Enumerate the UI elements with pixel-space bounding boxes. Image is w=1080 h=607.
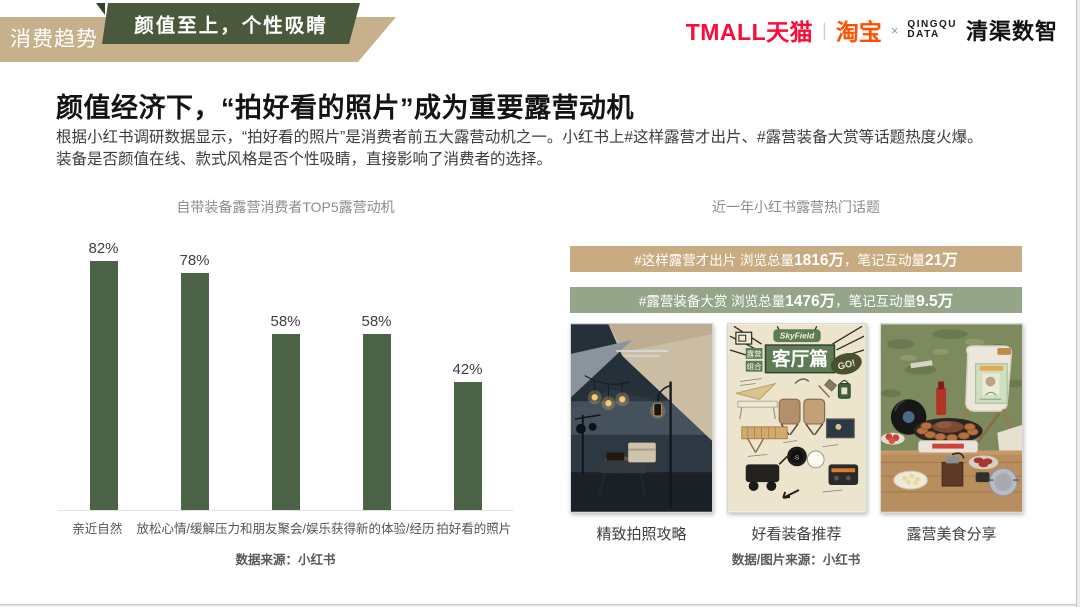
topic-banner-1: #这样露营才出片 浏览总量 1816万 ，笔记互动量 21万 <box>570 246 1022 272</box>
bar-value-label: 82% <box>88 240 119 257</box>
topic-1-views: 1816万 <box>794 252 844 269</box>
chart-title: 自带装备露营消费者TOP5露营动机 <box>176 199 395 215</box>
bar-category-label: 拍好看的照片 <box>436 522 512 536</box>
bar-category-label: 亲近自然 <box>72 522 123 536</box>
bar-group: 58% <box>331 313 422 510</box>
bar <box>271 334 300 510</box>
bar-value-label: 58% <box>361 313 392 330</box>
bar-group: 78% <box>149 252 240 510</box>
bar-group: 82% <box>58 240 149 510</box>
topic-2-interactions: 9.5万 <box>916 293 954 310</box>
photo-caption-2: 好看装备推荐 <box>751 526 842 543</box>
topic-2-lead: #露营装备大赏 浏览总量 <box>638 294 786 309</box>
badge-fold-decoration <box>96 3 105 15</box>
viewer-edge-bottom <box>0 604 1076 607</box>
night-camp-photo <box>570 323 713 513</box>
gear-poster-image: SkyField 露营 组合 客厅篇 GO! <box>726 323 867 513</box>
poster-go-badge: GO! <box>836 358 856 372</box>
poster-title-text: 客厅篇 <box>770 349 827 370</box>
bar-value-label: 78% <box>179 252 210 269</box>
qingqu-logo-line1: QINGQU <box>907 19 957 30</box>
bar-chart-categories: 亲近自然 放松心情/缓解压力 和朋友聚会/娱乐 获得新的体验/经历 拍好看的照片 <box>58 518 513 537</box>
svg-text:S: S <box>795 455 799 461</box>
brand-logos: TMALL天猫 | 淘宝 × QINGQU DATA 清渠数智 <box>686 14 1058 46</box>
bar-chart: 82% 78% 58% 58% 42% <box>58 228 513 511</box>
logo-divider: | <box>822 19 827 40</box>
qingqu-data-logo: QINGQU DATA <box>907 20 957 40</box>
photo-caption-1: 精致拍照攻略 <box>596 526 687 543</box>
taobao-logo: 淘宝 <box>835 19 882 45</box>
right-source: 数据/图片来源：小红书 <box>731 553 861 567</box>
qingqu-cn-logo: 清渠数智 <box>965 19 1058 44</box>
bar <box>180 273 209 510</box>
qingqu-logo-line2: DATA <box>907 29 940 40</box>
tmall-logo: TMALL天猫 <box>685 19 814 45</box>
section-ribbon-label: 消费趋势 <box>10 28 98 51</box>
topic-2-mid: ，笔记互动量 <box>835 294 917 309</box>
viewer-edge-right <box>1076 0 1080 607</box>
intro-paragraph: 根据小红书调研数据显示，“拍好看的照片”是消费者前五大露营动机之一。小红书上#这… <box>56 127 1051 171</box>
topic-1-interactions: 21万 <box>925 252 958 269</box>
bar-group: 58% <box>240 313 331 510</box>
poster-tag-1: 露营 <box>746 349 761 358</box>
topic-1-lead: #这样露营才出片 浏览总量 <box>634 253 795 268</box>
page-title: 颜值经济下，“拍好看的照片”成为重要露营动机 <box>56 93 634 123</box>
topic-2-views: 1476万 <box>785 293 836 310</box>
poster-tag-2: 组合 <box>746 362 761 371</box>
bar-category-label: 放松心情/缓解压力 <box>136 522 241 536</box>
logo-cross-icon: × <box>890 22 899 38</box>
poster-brand-text: SkyField <box>779 331 814 341</box>
section-badge-label: 颜值至上，个性吸睛 <box>134 15 328 37</box>
figure-food-photo: 露营美食分享 <box>880 323 1023 544</box>
bar-value-label: 42% <box>452 361 483 378</box>
photo-caption-3: 露营美食分享 <box>906 526 997 543</box>
bar <box>89 261 118 510</box>
topic-1-mid: ，笔记互动量 <box>844 253 925 268</box>
topic-photos: 精致拍照攻略 SkyField 露营 组合 客厅篇 <box>570 323 1023 544</box>
camp-food-photo <box>880 323 1023 513</box>
intro-line-2: 装备是否颜值在线、款式风格是否个性吸睛，直接影响了消费者的选择。 <box>56 151 553 168</box>
bar-category-label: 和朋友聚会/娱乐 <box>240 522 331 536</box>
figure-gear-poster: SkyField 露营 组合 客厅篇 GO! <box>726 323 867 544</box>
topics-title: 近一年小红书露营热门话题 <box>712 199 880 215</box>
intro-line-1: 根据小红书调研数据显示，“拍好看的照片”是消费者前五大露营动机之一。小红书上#这… <box>56 129 983 146</box>
bar <box>453 382 482 510</box>
section-badge: 颜值至上，个性吸睛 <box>102 3 360 44</box>
topic-banner-2: #露营装备大赏 浏览总量 1476万 ，笔记互动量 9.5万 <box>570 287 1022 313</box>
figure-photo-guide: 精致拍照攻略 <box>570 323 713 544</box>
bar-value-label: 58% <box>270 313 301 330</box>
bar-group: 42% <box>422 361 513 510</box>
bar <box>362 334 391 510</box>
chart-source: 数据来源：小红书 <box>235 553 336 567</box>
bar-category-label: 获得新的体验/经历 <box>331 522 435 536</box>
